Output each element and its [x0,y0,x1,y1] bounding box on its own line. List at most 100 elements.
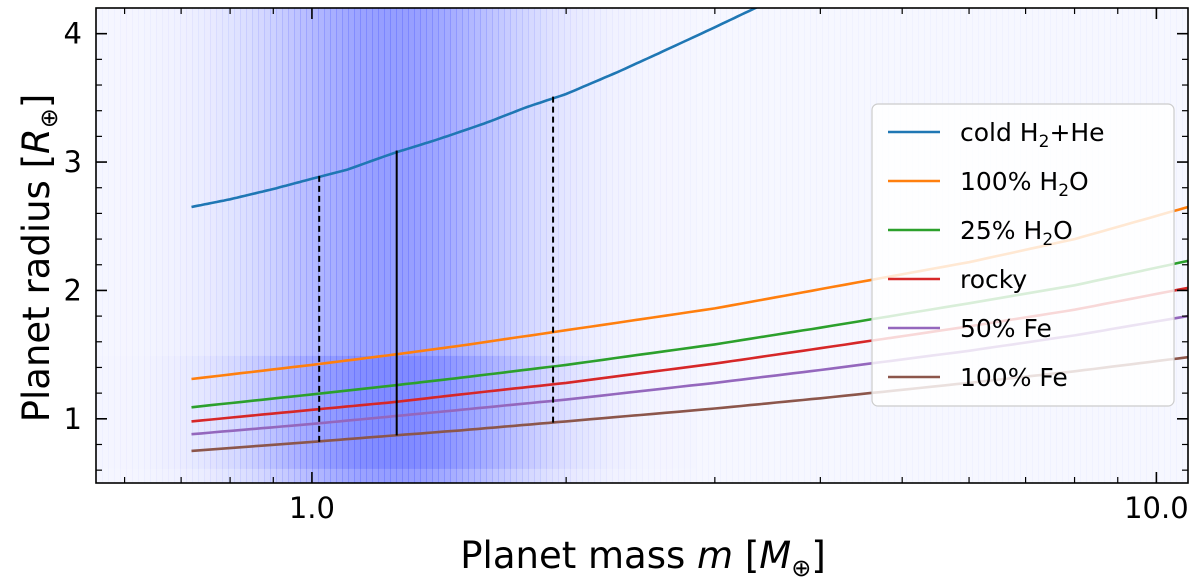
shade-core [522,355,529,469]
shade-strip [450,8,457,483]
shade-strip [108,8,115,483]
shade-strip [528,8,535,483]
legend-label: 50% Fe [960,314,1052,343]
shade-core [330,355,337,469]
shade-core [222,355,229,469]
shade-core [240,355,247,469]
shade-strip [816,8,823,483]
shade-core [606,356,613,469]
shade-core [324,355,331,469]
shade-strip [1182,8,1188,483]
shade-strip [846,8,853,483]
shade-core [474,355,481,469]
shade-strip [336,8,343,483]
shade-core [750,356,757,469]
shade-core [594,356,601,469]
shade-strip [462,8,469,483]
shade-strip [684,8,691,483]
shade-core [702,356,709,469]
shade-strip [474,8,481,483]
shade-strip [666,8,673,483]
shade-strip [672,8,679,483]
shade-strip [648,8,655,483]
shade-strip [708,8,715,483]
shade-strip [396,8,403,483]
shade-strip [354,8,361,483]
shade-strip [534,8,541,483]
shade-strip [732,8,739,483]
shade-core [534,355,541,469]
shade-core [714,356,721,469]
shade-core [396,355,403,469]
shade-core [228,355,235,469]
shade-strip [504,8,511,483]
shade-core [510,355,517,469]
shade-core [258,355,265,469]
shade-core [816,356,823,469]
shade-strip [840,8,847,483]
shade-strip [414,8,421,483]
shade-core [546,355,553,469]
x-tick-label: 10.0 [1124,491,1189,525]
shade-strip [288,8,295,483]
shade-strip [558,8,565,483]
shade-strip [222,8,229,483]
shade-core [768,356,775,469]
shade-core [102,356,109,469]
y-axis-title: Planet radius [R⊕] [15,94,63,423]
shade-core [720,356,727,469]
shade-strip [792,8,799,483]
shade-strip [102,8,109,483]
shade-strip [786,8,793,483]
shade-core [852,356,859,469]
shade-strip [150,8,157,483]
shade-strip [126,8,133,483]
shade-strip [330,8,337,483]
shade-core [774,356,781,469]
shade-core [156,356,163,469]
shade-strip [294,8,301,483]
shade-core [810,356,817,469]
shade-core [198,356,205,469]
shade-core [414,355,421,469]
shade-core [450,355,457,469]
shade-core [708,356,715,469]
shade-strip [174,8,181,483]
shade-core [762,356,769,469]
legend-box [871,103,1175,407]
shade-strip [618,8,625,483]
x-tick-label: 1.0 [289,491,335,525]
shade-strip [864,8,871,483]
shade-strip [378,8,385,483]
shade-strip [1176,8,1183,483]
shade-strip [852,8,859,483]
shade-strip [180,8,187,483]
shade-core [846,356,853,469]
shade-strip [162,8,169,483]
shade-strip [408,8,415,483]
shade-strip [468,8,475,483]
shade-core [828,356,835,469]
shade-core [468,355,475,469]
shade-strip [138,8,145,483]
shade-strip [240,8,247,483]
series-line-cold-h2-he [191,8,759,209]
legend-label: 100% H2O [960,167,1089,201]
legend: cold H2+He 100% H2O 25% H2O rocky 50% Fe 100%… [871,103,1175,407]
legend-label: rocky [960,265,1027,294]
shade-strip [96,8,103,483]
shade-strip [834,8,841,483]
shade-core [582,356,589,469]
shade-strip [594,8,601,483]
shade-core [372,355,379,469]
shade-core [150,356,157,469]
shade-core [618,356,625,469]
shade-core [516,355,523,469]
shade-strip [738,8,745,483]
shade-strip [264,8,271,483]
shade-strip [642,8,649,483]
shade-strip [324,8,331,483]
shade-core [162,356,169,469]
shade-strip [624,8,631,483]
